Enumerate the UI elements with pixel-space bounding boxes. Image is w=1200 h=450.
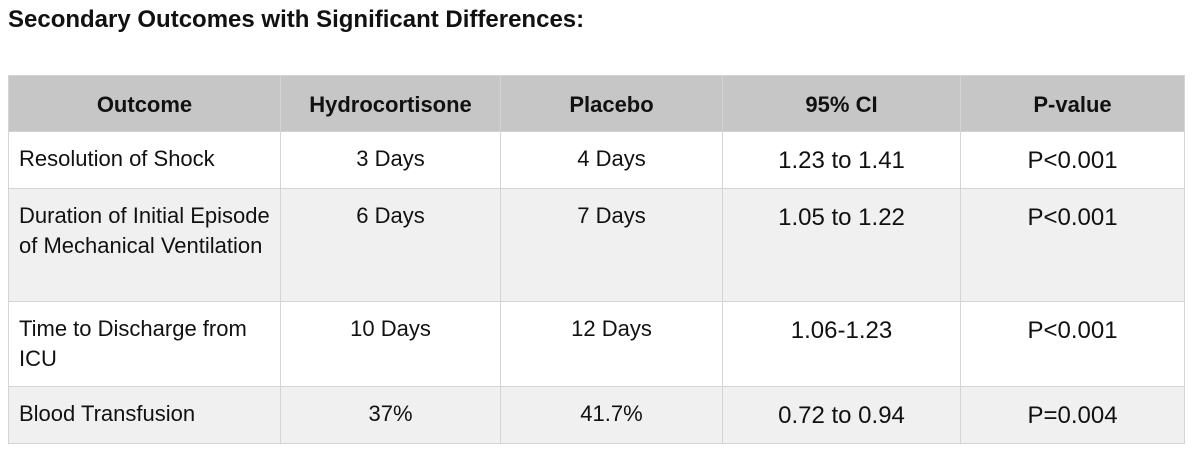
table-cell: P<0.001 (960, 188, 1185, 302)
table-cell: Time to Discharge from ICU (8, 301, 281, 387)
table-cell: 10 Days (280, 301, 501, 387)
table-cell: Duration of Initial Episode of Mechanica… (8, 188, 281, 302)
outcomes-table: Outcome Hydrocortisone Placebo 95% CI P-… (8, 75, 1185, 444)
table-cell: 12 Days (500, 301, 723, 387)
column-header: Outcome (8, 75, 281, 132)
table-cell: 41.7% (500, 386, 723, 444)
table-row: Resolution of Shock 3 Days 4 Days 1.23 to 1… (8, 131, 1185, 189)
table-cell: 1.06-1.23 (722, 301, 961, 387)
column-header: P-value (960, 75, 1185, 132)
table-row: Time to Discharge from ICU 10 Days 12 Days… (8, 301, 1185, 387)
table-cell: 0.72 to 0.94 (722, 386, 961, 444)
table-cell: P<0.001 (960, 301, 1185, 387)
header-row: Outcome Hydrocortisone Placebo 95% CI P-… (8, 75, 1185, 132)
page-title: Secondary Outcomes with Significant Diff… (8, 6, 585, 33)
table-cell: 7 Days (500, 188, 723, 302)
column-header: 95% CI (722, 75, 961, 132)
table-cell: 6 Days (280, 188, 501, 302)
table-row: Blood Transfusion 37% 41.7% 0.72 to 0.94 P=0… (8, 386, 1185, 444)
table-cell: 1.05 to 1.22 (722, 188, 961, 302)
table-cell: 4 Days (500, 131, 723, 189)
table-cell: P=0.004 (960, 386, 1185, 444)
table-cell: 37% (280, 386, 501, 444)
column-header: Placebo (500, 75, 723, 132)
table-cell: 1.23 to 1.41 (722, 131, 961, 189)
table-cell: 3 Days (280, 131, 501, 189)
table-body: Resolution of Shock 3 Days 4 Days 1.23 to 1… (8, 131, 1185, 444)
column-header: Hydrocortisone (280, 75, 501, 132)
table-header: Outcome Hydrocortisone Placebo 95% CI P-… (8, 75, 1185, 132)
table-cell: Resolution of Shock (8, 131, 281, 189)
table-row: Duration of Initial Episode of Mechanica… (8, 188, 1185, 302)
table-cell: P<0.001 (960, 131, 1185, 189)
table-cell: Blood Transfusion (8, 386, 281, 444)
